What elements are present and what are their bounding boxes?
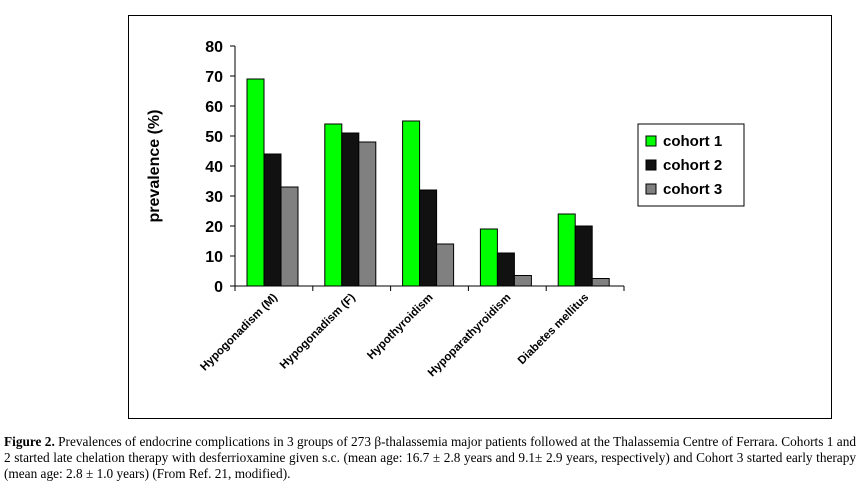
bar-cohort-3-4 — [591, 278, 610, 287]
x-category-label-1: Hypogonadism (F) — [278, 292, 358, 372]
bar-cohort-1-1 — [324, 123, 343, 287]
y-tick-label-70: 70 — [205, 69, 223, 86]
y-tick-label-40: 40 — [205, 159, 223, 176]
bar-cohort-3-0 — [280, 186, 299, 287]
y-tick-label-50: 50 — [205, 129, 223, 146]
x-category-label-0: Hypogonadism (M) — [198, 292, 280, 374]
bar-cohort-3-2 — [436, 243, 455, 287]
bar-cohort-1-3 — [479, 228, 498, 287]
bar-cohort-1-4 — [557, 213, 576, 287]
x-category-label-3: Hypoparathyroidism — [426, 292, 514, 380]
caption-text: Prevalences of endocrine complications i… — [4, 434, 856, 481]
caption-label: Figure 2. — [4, 434, 55, 449]
bar-cohort-2-3 — [496, 252, 515, 287]
bar-cohort-3-3 — [513, 275, 532, 287]
y-tick-label-30: 30 — [205, 189, 223, 206]
bar-cohort-2-0 — [263, 153, 282, 287]
legend-label-cohort-1: cohort 1 — [663, 133, 722, 150]
bar-cohort-2-1 — [341, 132, 360, 287]
y-tick-label-80: 80 — [205, 39, 223, 56]
bar-cohort-1-0 — [246, 78, 265, 287]
x-category-label-2: Hypothyroidism — [365, 292, 435, 362]
legend-label-cohort-2: cohort 2 — [663, 157, 722, 174]
bar-cohort-1-2 — [402, 120, 421, 287]
chart-frame: 0 10 20 30 40 50 60 70 80 Hypogonadism (M) Hypogon… — [128, 15, 832, 419]
x-category-label-4: Diabetes mellitus — [516, 292, 591, 367]
figure-caption: Figure 2. Prevalences of endocrine compl… — [4, 434, 856, 482]
y-tick-label-20: 20 — [205, 219, 223, 236]
plot-area — [246, 78, 610, 287]
legend: cohort 1 cohort 2 cohort 3 — [637, 123, 745, 207]
y-tick-label-0: 0 — [214, 279, 223, 296]
bar-cohort-2-4 — [574, 225, 593, 287]
legend-swatch-cohort-2 — [645, 159, 657, 171]
legend-swatch-cohort-1 — [645, 135, 657, 147]
y-tick-label-60: 60 — [205, 99, 223, 116]
y-tick-label-10: 10 — [205, 249, 223, 266]
y-axis-label: prevalence (%) — [146, 110, 163, 223]
legend-swatch-cohort-3 — [645, 183, 657, 195]
bar-cohort-3-1 — [358, 141, 377, 287]
legend-label-cohort-3: cohort 3 — [663, 181, 722, 198]
bar-chart: 0 10 20 30 40 50 60 70 80 Hypogonadism (M)Hypogon… — [146, 39, 745, 380]
bar-cohort-2-2 — [419, 189, 438, 287]
